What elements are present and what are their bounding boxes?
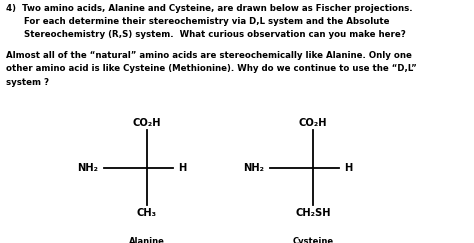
Text: other amino acid is like Cysteine (Methionine). Why do we continue to use the “D: other amino acid is like Cysteine (Methi… xyxy=(6,64,417,73)
Text: H: H xyxy=(344,163,352,173)
Text: Cysteine: Cysteine xyxy=(292,237,333,243)
Text: CH₃: CH₃ xyxy=(137,208,157,218)
Text: CO₂H: CO₂H xyxy=(133,118,161,128)
Text: H: H xyxy=(178,163,186,173)
Text: NH₂: NH₂ xyxy=(78,163,99,173)
Text: Stereochemistry (R,S) system.  What curious observation can you make here?: Stereochemistry (R,S) system. What curio… xyxy=(6,30,405,39)
Text: Alanine: Alanine xyxy=(129,237,165,243)
Text: system ?: system ? xyxy=(6,78,49,87)
Text: Almost all of the “natural” amino acids are stereochemically like Alanine. Only : Almost all of the “natural” amino acids … xyxy=(6,51,411,60)
Text: NH₂: NH₂ xyxy=(244,163,264,173)
Text: 4)  Two amino acids, Alanine and Cysteine, are drawn below as Fischer projection: 4) Two amino acids, Alanine and Cysteine… xyxy=(6,4,412,13)
Text: CH₂SH: CH₂SH xyxy=(295,208,330,218)
Text: CO₂H: CO₂H xyxy=(299,118,327,128)
Text: For each determine their stereochemistry via D,L system and the Absolute: For each determine their stereochemistry… xyxy=(6,17,389,26)
